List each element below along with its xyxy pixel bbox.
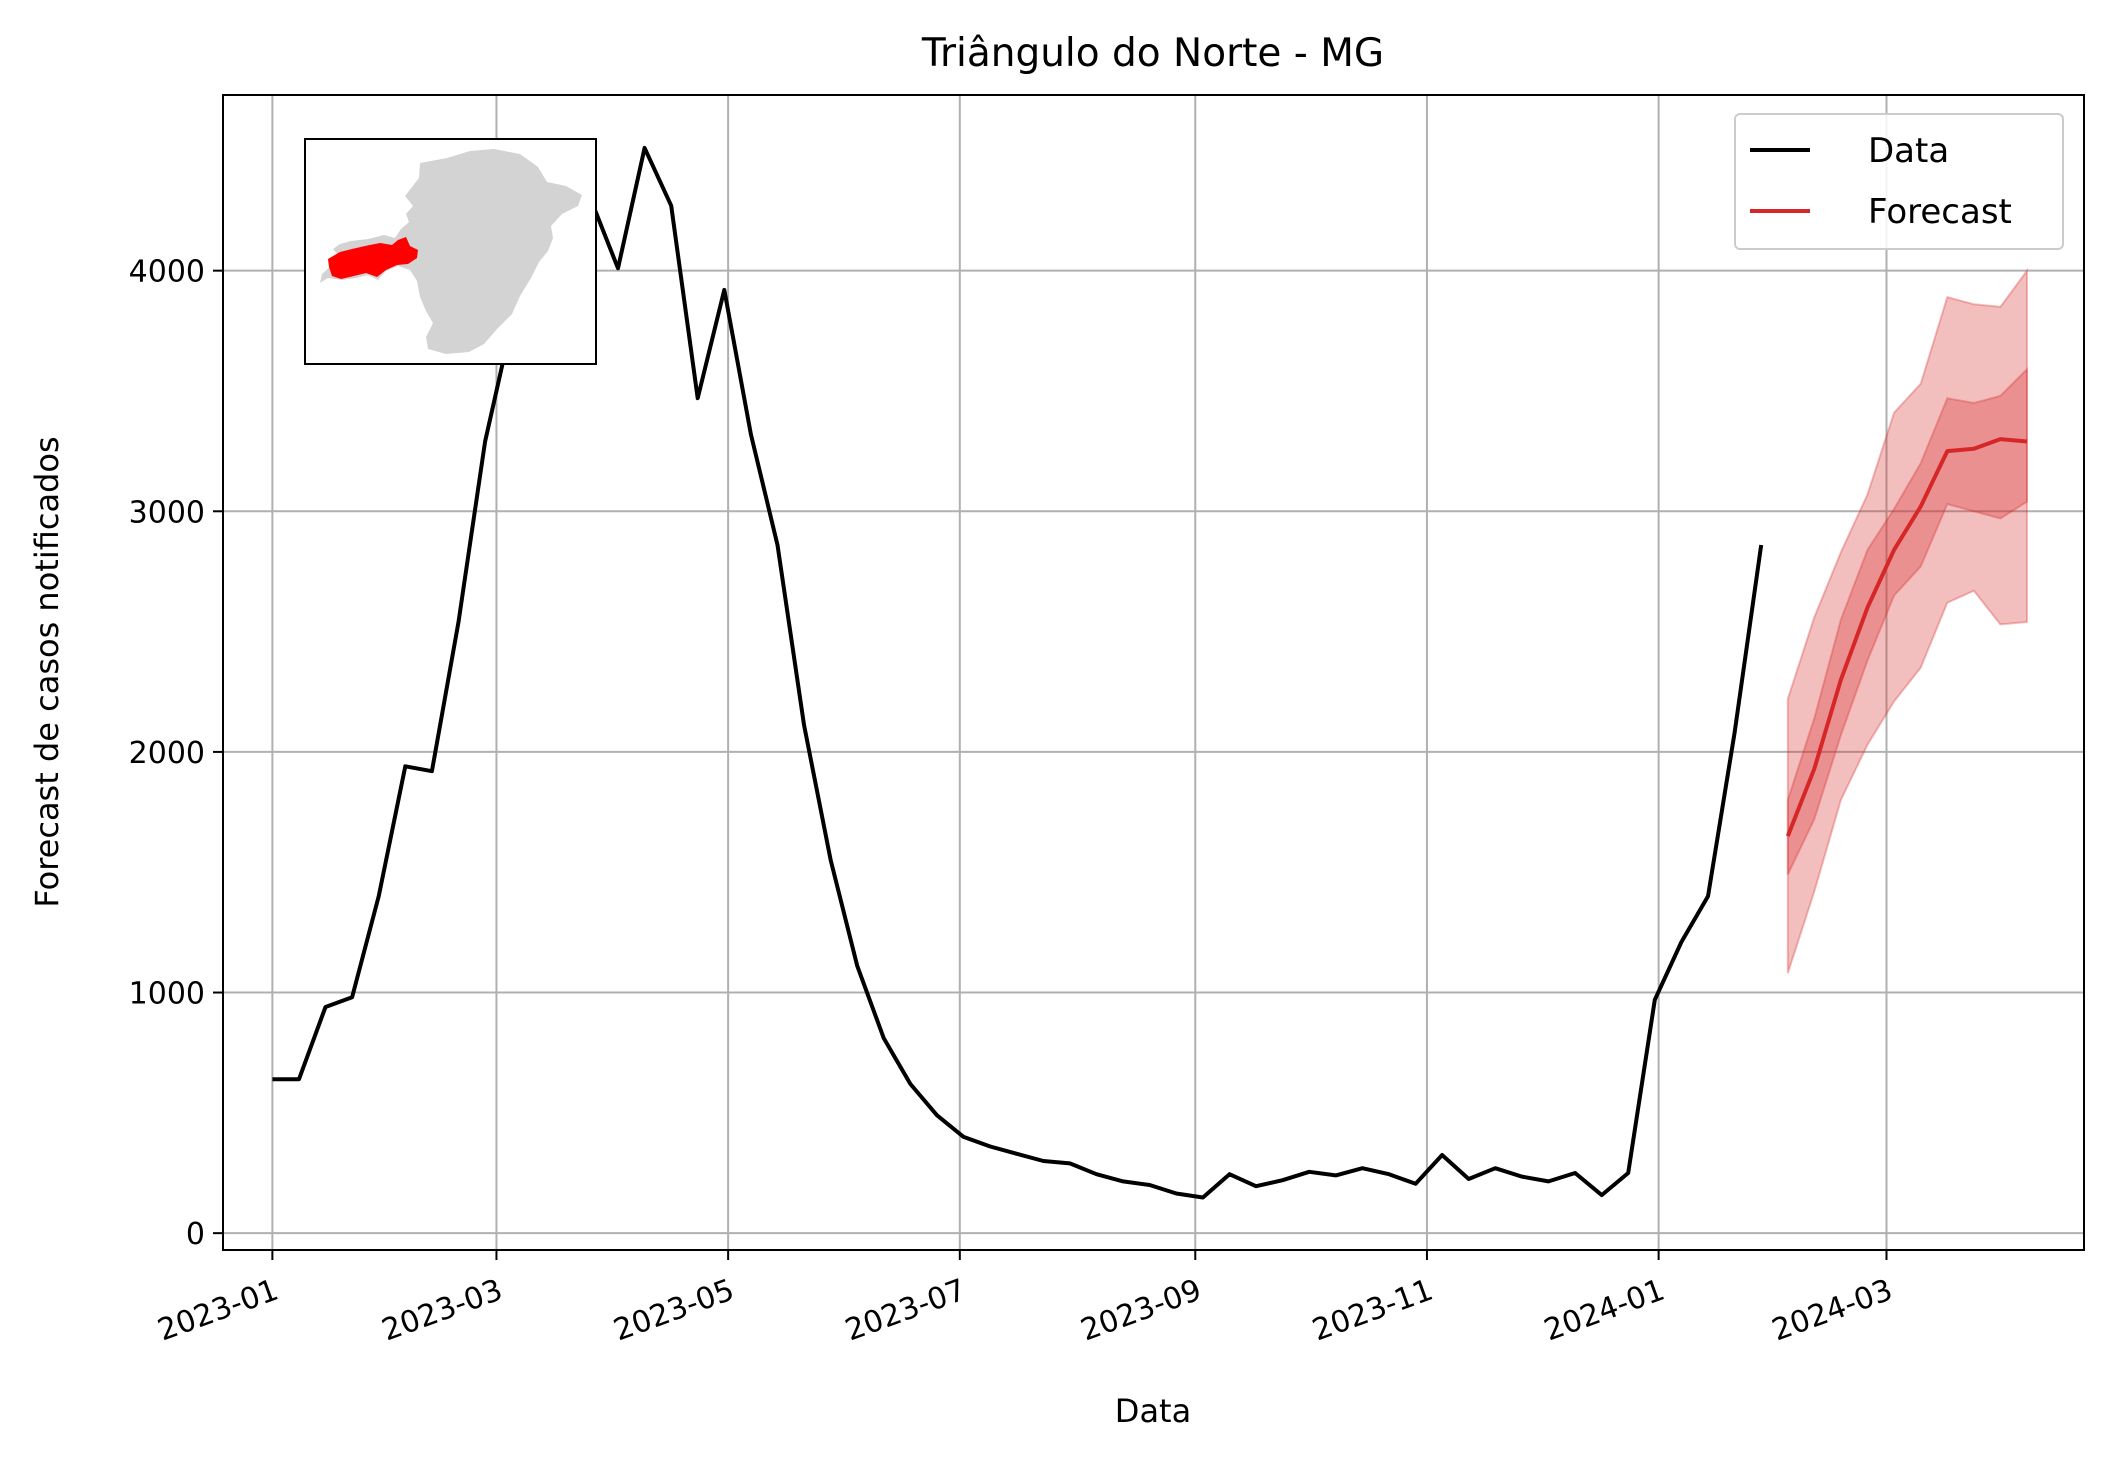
x-axis-ticks: 2023-01 2023-03 2023-05 2023-07 2023-09 2023-…: [153, 1250, 1897, 1348]
y-tick-label: 3000: [129, 495, 205, 530]
state-map-shape: [320, 149, 582, 354]
chart-title: Triângulo do Norte - MG: [921, 31, 1384, 76]
x-tick-label: 2023-09: [1076, 1273, 1206, 1349]
y-axis-label: Forecast de casos notificados: [28, 436, 66, 907]
x-axis-label: Data: [1115, 1392, 1191, 1430]
y-axis-ticks: 0 1000 2000 3000 4000: [129, 255, 223, 1252]
y-tick-label: 1000: [129, 977, 205, 1012]
forecast-bands: [1786, 267, 2028, 974]
x-tick-label: 2023-07: [841, 1273, 971, 1349]
forecast-inner-band: [1786, 366, 2028, 876]
highlighted-region-shape: [328, 237, 418, 279]
x-tick-label: 2023-03: [377, 1273, 507, 1349]
y-tick-label: 2000: [129, 736, 205, 771]
x-tick-label: 2023-05: [609, 1273, 739, 1349]
legend-box: [1734, 113, 2064, 250]
x-tick-label: 2023-01: [153, 1273, 283, 1349]
grid-lines: [223, 95, 2084, 1250]
legend-label-data: Data: [1868, 131, 1949, 171]
y-tick-label: 0: [186, 1217, 205, 1252]
inset-map: [304, 138, 597, 365]
legend: Data Forecast: [1734, 113, 2064, 250]
plot-frame: [222, 94, 2085, 1251]
legend-label-forecast: Forecast: [1868, 192, 2012, 232]
y-tick-label: 4000: [129, 255, 205, 290]
x-tick-label: 2023-11: [1308, 1273, 1438, 1349]
x-tick-label: 2024-03: [1767, 1273, 1897, 1349]
forecast-outer-band: [1786, 267, 2028, 974]
series-line-forecast: [1785, 437, 2028, 837]
x-tick-label: 2024-01: [1540, 1273, 1670, 1349]
